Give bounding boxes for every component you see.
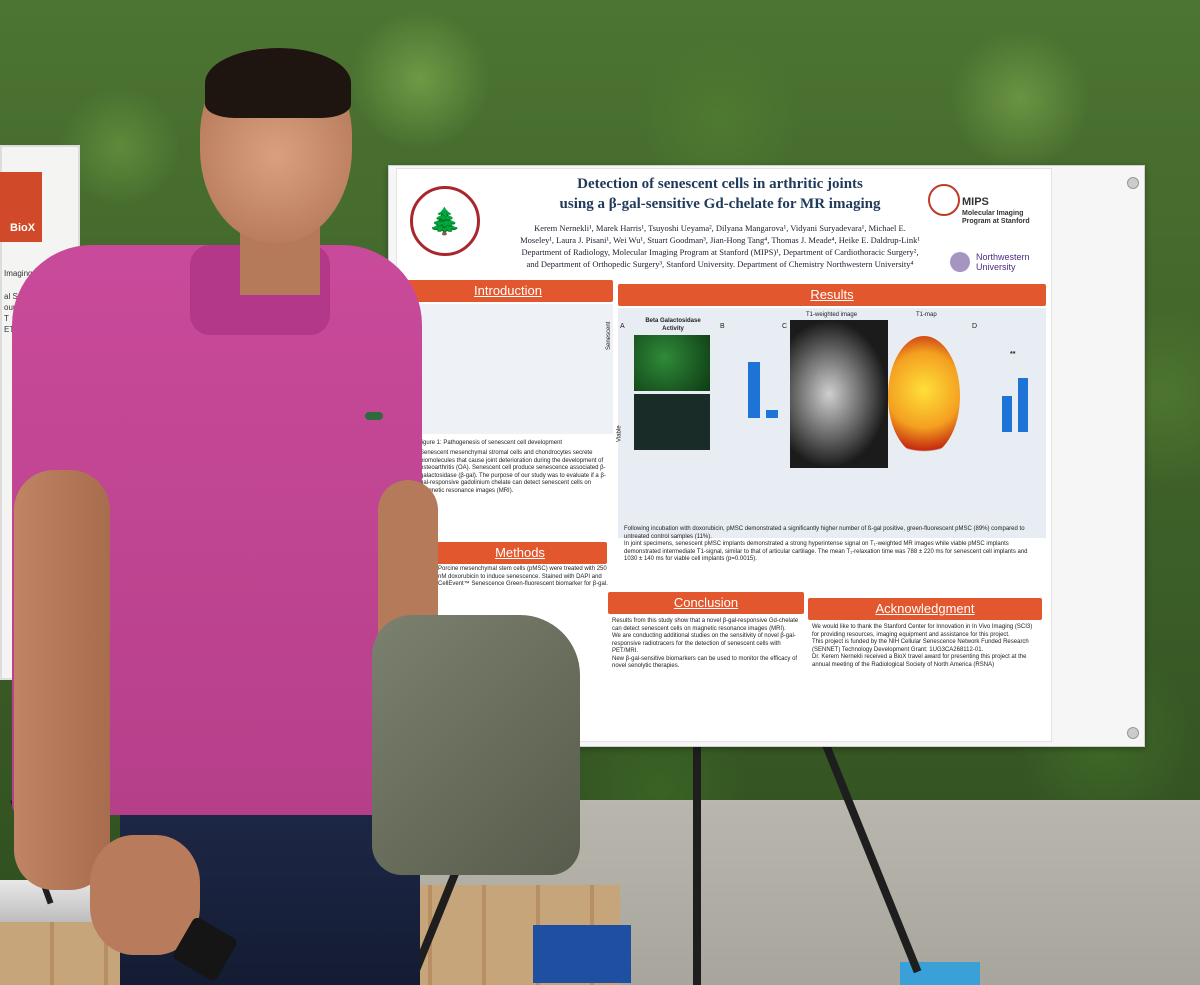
viable-cells-image <box>634 394 710 450</box>
beta-gal-label: Beta Galactosidase Activity <box>645 318 701 332</box>
ack-bullet: This project is funded by the NIH Cellul… <box>812 639 1029 653</box>
left-poster-text: T <box>4 314 9 323</box>
section-acknowledgment: Acknowledgment <box>808 598 1042 620</box>
left-poster-text: Imaging <box>4 269 33 278</box>
mri-image <box>790 320 888 468</box>
northwestern-line: Northwestern <box>976 252 1030 262</box>
poster-authors: Kerem Nernekli¹, Marek Harris¹, Tsuyoshi… <box>470 222 970 270</box>
biox-logo <box>0 172 42 242</box>
mips-title: MIPS <box>962 196 989 208</box>
shirt-logo-icon <box>365 412 383 420</box>
bar-viable-t1 <box>1018 378 1028 432</box>
easel-leg <box>693 740 701 985</box>
northwestern-logo-icon <box>950 252 970 272</box>
intro-caption: Figure 1: Pathogenesis of senescent cell… <box>418 440 563 446</box>
viable-label: Viable <box>616 425 623 443</box>
section-introduction: Introduction <box>403 280 613 302</box>
mips-logo-icon <box>928 184 960 216</box>
mips-subtitle: Molecular Imaging Program at Stanford <box>962 210 1030 225</box>
affiliation-line: and Department of Orthopedic Surgery³, S… <box>526 259 914 269</box>
ack-bullet: Dr. Kerem Nernekli received a BioX trave… <box>812 654 1027 668</box>
ack-bullet: We would like to thank the Stanford Cent… <box>812 624 1033 638</box>
conclusion-bullet: We are conducting additional studies on … <box>612 633 796 654</box>
results-bullet: In joint specimens, senescent pMSC impla… <box>624 541 1028 562</box>
bar-senescent <box>748 362 760 418</box>
panel-label: C <box>782 323 788 330</box>
acknowledgment-text: We would like to thank the Stanford Cent… <box>812 624 1040 669</box>
t1-map-image <box>888 336 960 456</box>
conclusion-bullet: Results from this study show that a nove… <box>612 618 799 632</box>
poster-title-line: Detection of senescent cells in arthriti… <box>577 176 863 192</box>
bar-senescent-t1 <box>1002 396 1012 432</box>
significance-label: ** <box>1010 351 1016 358</box>
bar-viable <box>766 410 778 418</box>
hand <box>90 835 200 955</box>
affiliation-line: Department of Radiology, Molecular Imagi… <box>521 247 919 257</box>
t1-map-label: T1-map <box>916 312 937 318</box>
section-conclusion: Conclusion <box>608 592 804 614</box>
panel-label: A <box>620 323 625 330</box>
folded-jacket <box>372 615 580 875</box>
pushpin-icon <box>1127 727 1139 739</box>
conclusion-text: Results from this study show that a nove… <box>612 618 802 671</box>
methods-text: Porcine mesenchymal stem cells (pMSC) we… <box>438 566 608 587</box>
poster-title: Detection of senescent cells in arthriti… <box>470 174 970 214</box>
northwestern-line: University <box>976 262 1016 272</box>
t1-weighted-label: T1-weighted image <box>806 312 858 318</box>
authors-line: Moseley¹, Laura J. Pisani¹, Wei Wu¹, Stu… <box>520 235 920 245</box>
conclusion-bullet: New β-gal-sensitive biomarkers can be us… <box>612 655 798 670</box>
senescent-label: Senescent <box>606 321 612 350</box>
poster-title-line: using a β-gal-sensitive Gd-chelate for M… <box>559 196 881 212</box>
intro-figure <box>403 304 613 434</box>
blue-tile <box>533 925 631 983</box>
panel-label: B <box>720 323 725 330</box>
hair <box>205 48 351 118</box>
biox-label: BioX <box>10 222 36 234</box>
panel-label: D <box>972 323 978 330</box>
senescent-cells-image <box>634 335 710 391</box>
northwestern-label: Northwestern University <box>976 252 1030 272</box>
left-arm <box>14 470 110 890</box>
intro-text: Senescent mesenchymal stromal cells and … <box>420 450 606 494</box>
authors-line: Kerem Nernekli¹, Marek Harris¹, Tsuyoshi… <box>534 223 906 233</box>
section-results: Results <box>618 284 1046 306</box>
left-poster-text: ET <box>4 325 15 334</box>
pushpin-icon <box>1127 177 1139 189</box>
results-bullet: Following incubation with doxorubicin, p… <box>624 526 1025 540</box>
section-methods: Methods <box>433 542 607 564</box>
stanford-seal-icon: 🌲 <box>410 186 480 256</box>
results-text: Following incubation with doxorubicin, p… <box>618 526 1046 564</box>
